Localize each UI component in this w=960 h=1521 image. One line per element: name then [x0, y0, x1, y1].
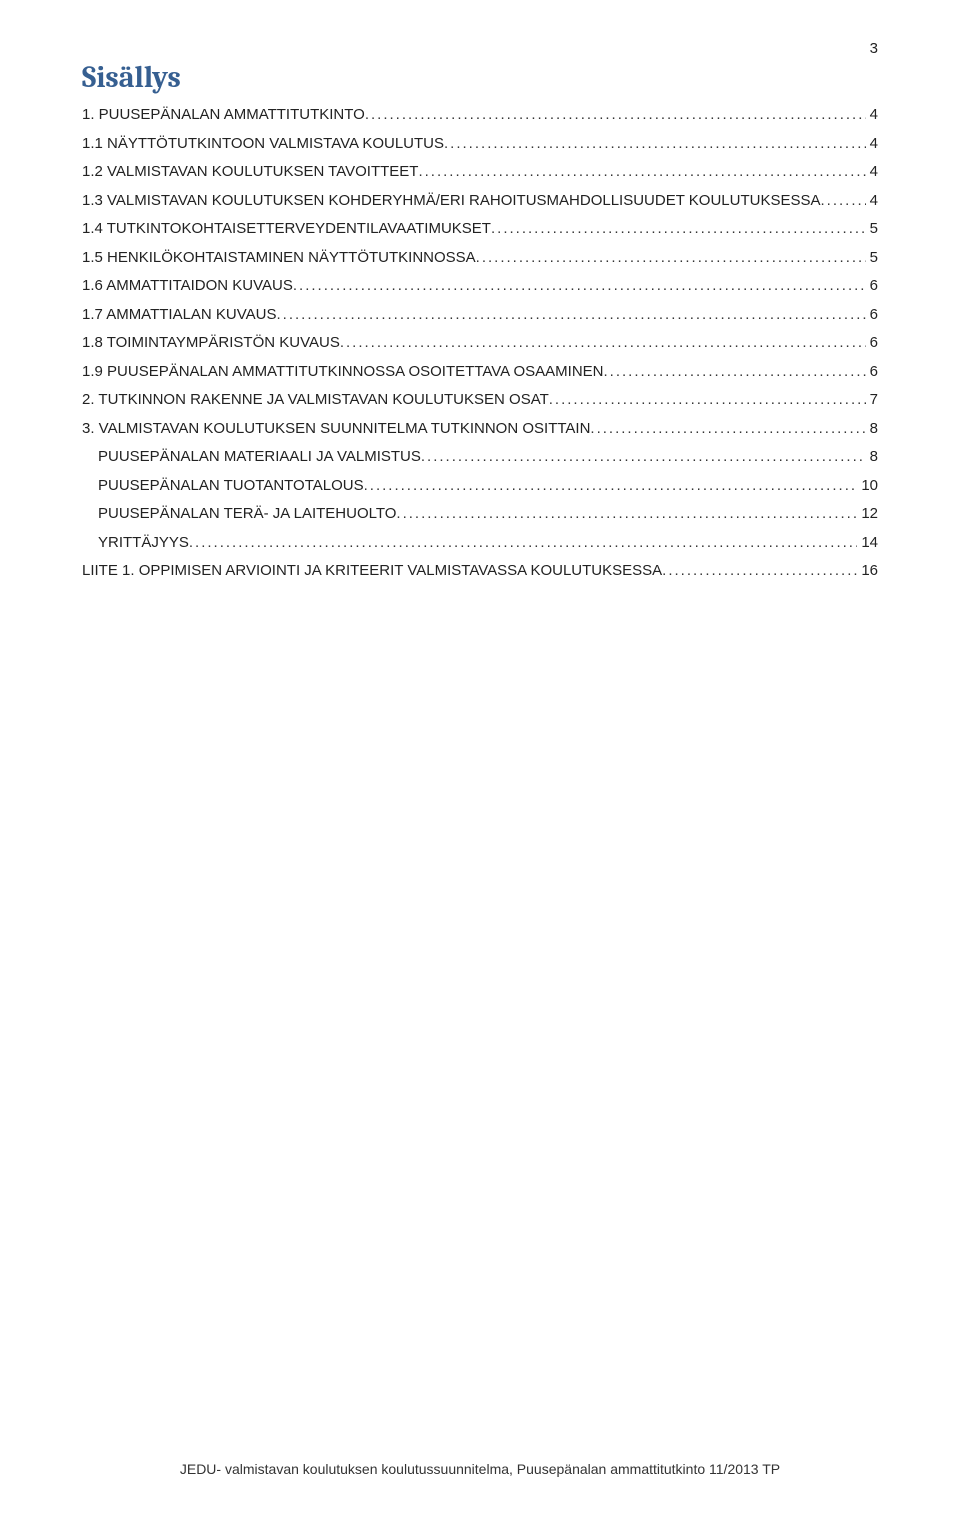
toc-leader-dots — [444, 130, 866, 159]
toc-entry-page: 12 — [857, 500, 878, 529]
toc-entry[interactable]: 1.2 VALMISTAVAN KOULUTUKSEN TAVOITTEET 4 — [82, 158, 878, 187]
toc-entry-label: PUUSEPÄNALAN TERÄ- JA LAITEHUOLTO — [98, 500, 396, 529]
toc-leader-dots — [418, 158, 865, 187]
toc-entry[interactable]: 1. PUUSEPÄNALAN AMMATTITUTKINTO 4 — [82, 101, 878, 130]
toc-entry-page: 6 — [866, 301, 878, 330]
toc-title: Sisällys — [82, 60, 878, 95]
toc-leader-dots — [549, 386, 866, 415]
toc-entry-label: 1.4 TUTKINTOKOHTAISETTERVEYDENTILAVAATIM… — [82, 215, 491, 244]
toc-entry-label: YRITTÄJYYS — [98, 529, 189, 558]
toc-entry-label: 1.5 HENKILÖKOHTAISTAMINEN NÄYTTÖTUTKINNO… — [82, 244, 476, 273]
toc-leader-dots — [365, 101, 866, 130]
toc-entry-label: 1.6 AMMATTITAIDON KUVAUS — [82, 272, 293, 301]
toc-entry[interactable]: 1.7 AMMATTIALAN KUVAUS 6 — [82, 301, 878, 330]
toc-entry-page: 4 — [866, 187, 878, 216]
toc-entry-page: 8 — [866, 415, 878, 444]
toc-entry-label: 1.2 VALMISTAVAN KOULUTUKSEN TAVOITTEET — [82, 158, 418, 187]
toc-entry[interactable]: 1.4 TUTKINTOKOHTAISETTERVEYDENTILAVAATIM… — [82, 215, 878, 244]
toc-leader-dots — [421, 443, 866, 472]
toc-entry-page: 4 — [866, 101, 878, 130]
toc-entry[interactable]: PUUSEPÄNALAN MATERIAALI JA VALMISTUS 8 — [82, 443, 878, 472]
toc-entry-label: 1. PUUSEPÄNALAN AMMATTITUTKINTO — [82, 101, 365, 130]
toc-entry-page: 7 — [866, 386, 878, 415]
toc-entry[interactable]: 1.9 PUUSEPÄNALAN AMMATTITUTKINNOSSA OSOI… — [82, 358, 878, 387]
toc-entry[interactable]: PUUSEPÄNALAN TUOTANTOTALOUS 10 — [82, 472, 878, 501]
toc-entry-page: 10 — [857, 472, 878, 501]
toc-entry-label: 3. VALMISTAVAN KOULUTUKSEN SUUNNITELMA T… — [82, 415, 590, 444]
page-number: 3 — [870, 40, 878, 57]
toc-entry-label: PUUSEPÄNALAN TUOTANTOTALOUS — [98, 472, 364, 501]
toc-entry[interactable]: 1.6 AMMATTITAIDON KUVAUS 6 — [82, 272, 878, 301]
toc-entry-label: 2. TUTKINNON RAKENNE JA VALMISTAVAN KOUL… — [82, 386, 549, 415]
toc-entry[interactable]: 1.8 TOIMINTAYMPÄRISTÖN KUVAUS 6 — [82, 329, 878, 358]
toc-entry[interactable]: 1.3 VALMISTAVAN KOULUTUKSEN KOHDERYHMÄ/E… — [82, 187, 878, 216]
toc-leader-dots — [396, 500, 857, 529]
toc-entry[interactable]: 1.5 HENKILÖKOHTAISTAMINEN NÄYTTÖTUTKINNO… — [82, 244, 878, 273]
toc-leader-dots — [662, 557, 857, 586]
toc-entry-label: 1.3 VALMISTAVAN KOULUTUKSEN KOHDERYHMÄ/E… — [82, 187, 821, 216]
toc-leader-dots — [364, 472, 858, 501]
toc-entry[interactable]: 2. TUTKINNON RAKENNE JA VALMISTAVAN KOUL… — [82, 386, 878, 415]
toc-entry-label: 1.7 AMMATTIALAN KUVAUS — [82, 301, 277, 330]
toc-entry-page: 6 — [866, 329, 878, 358]
toc-leader-dots — [189, 529, 857, 558]
page-footer: JEDU- valmistavan koulutuksen koulutussu… — [0, 1461, 960, 1477]
toc-entry-page: 5 — [866, 244, 878, 273]
toc-entry[interactable]: 1.1 NÄYTTÖTUTKINTOON VALMISTAVA KOULUTUS… — [82, 130, 878, 159]
toc-entry[interactable]: LIITE 1. OPPIMISEN ARVIOINTI JA KRITEERI… — [82, 557, 878, 586]
toc-entry[interactable]: 3. VALMISTAVAN KOULUTUKSEN SUUNNITELMA T… — [82, 415, 878, 444]
toc-entry-page: 6 — [866, 358, 878, 387]
toc-entry-page: 6 — [866, 272, 878, 301]
toc-entry-label: LIITE 1. OPPIMISEN ARVIOINTI JA KRITEERI… — [82, 557, 662, 586]
toc-leader-dots — [340, 329, 866, 358]
toc-leader-dots — [590, 415, 865, 444]
toc-leader-dots — [491, 215, 866, 244]
toc-leader-dots — [293, 272, 866, 301]
toc-entry[interactable]: YRITTÄJYYS 14 — [82, 529, 878, 558]
toc-leader-dots — [277, 301, 866, 330]
toc-entry-page: 8 — [866, 443, 878, 472]
toc-entry-label: 1.9 PUUSEPÄNALAN AMMATTITUTKINNOSSA OSOI… — [82, 358, 604, 387]
document-page: 3 Sisällys 1. PUUSEPÄNALAN AMMATTITUTKIN… — [0, 0, 960, 1521]
toc-entry-page: 4 — [866, 158, 878, 187]
toc-entry[interactable]: PUUSEPÄNALAN TERÄ- JA LAITEHUOLTO 12 — [82, 500, 878, 529]
toc-entry-label: 1.8 TOIMINTAYMPÄRISTÖN KUVAUS — [82, 329, 340, 358]
toc-leader-dots — [821, 187, 866, 216]
toc-entry-page: 14 — [857, 529, 878, 558]
toc-leader-dots — [476, 244, 866, 273]
toc-entry-page: 16 — [857, 557, 878, 586]
toc-entry-label: 1.1 NÄYTTÖTUTKINTOON VALMISTAVA KOULUTUS — [82, 130, 444, 159]
toc-leader-dots — [604, 358, 866, 387]
toc-entry-page: 5 — [866, 215, 878, 244]
toc-entry-label: PUUSEPÄNALAN MATERIAALI JA VALMISTUS — [98, 443, 421, 472]
toc-entry-page: 4 — [866, 130, 878, 159]
table-of-contents: 1. PUUSEPÄNALAN AMMATTITUTKINTO41.1 NÄYT… — [82, 101, 878, 586]
